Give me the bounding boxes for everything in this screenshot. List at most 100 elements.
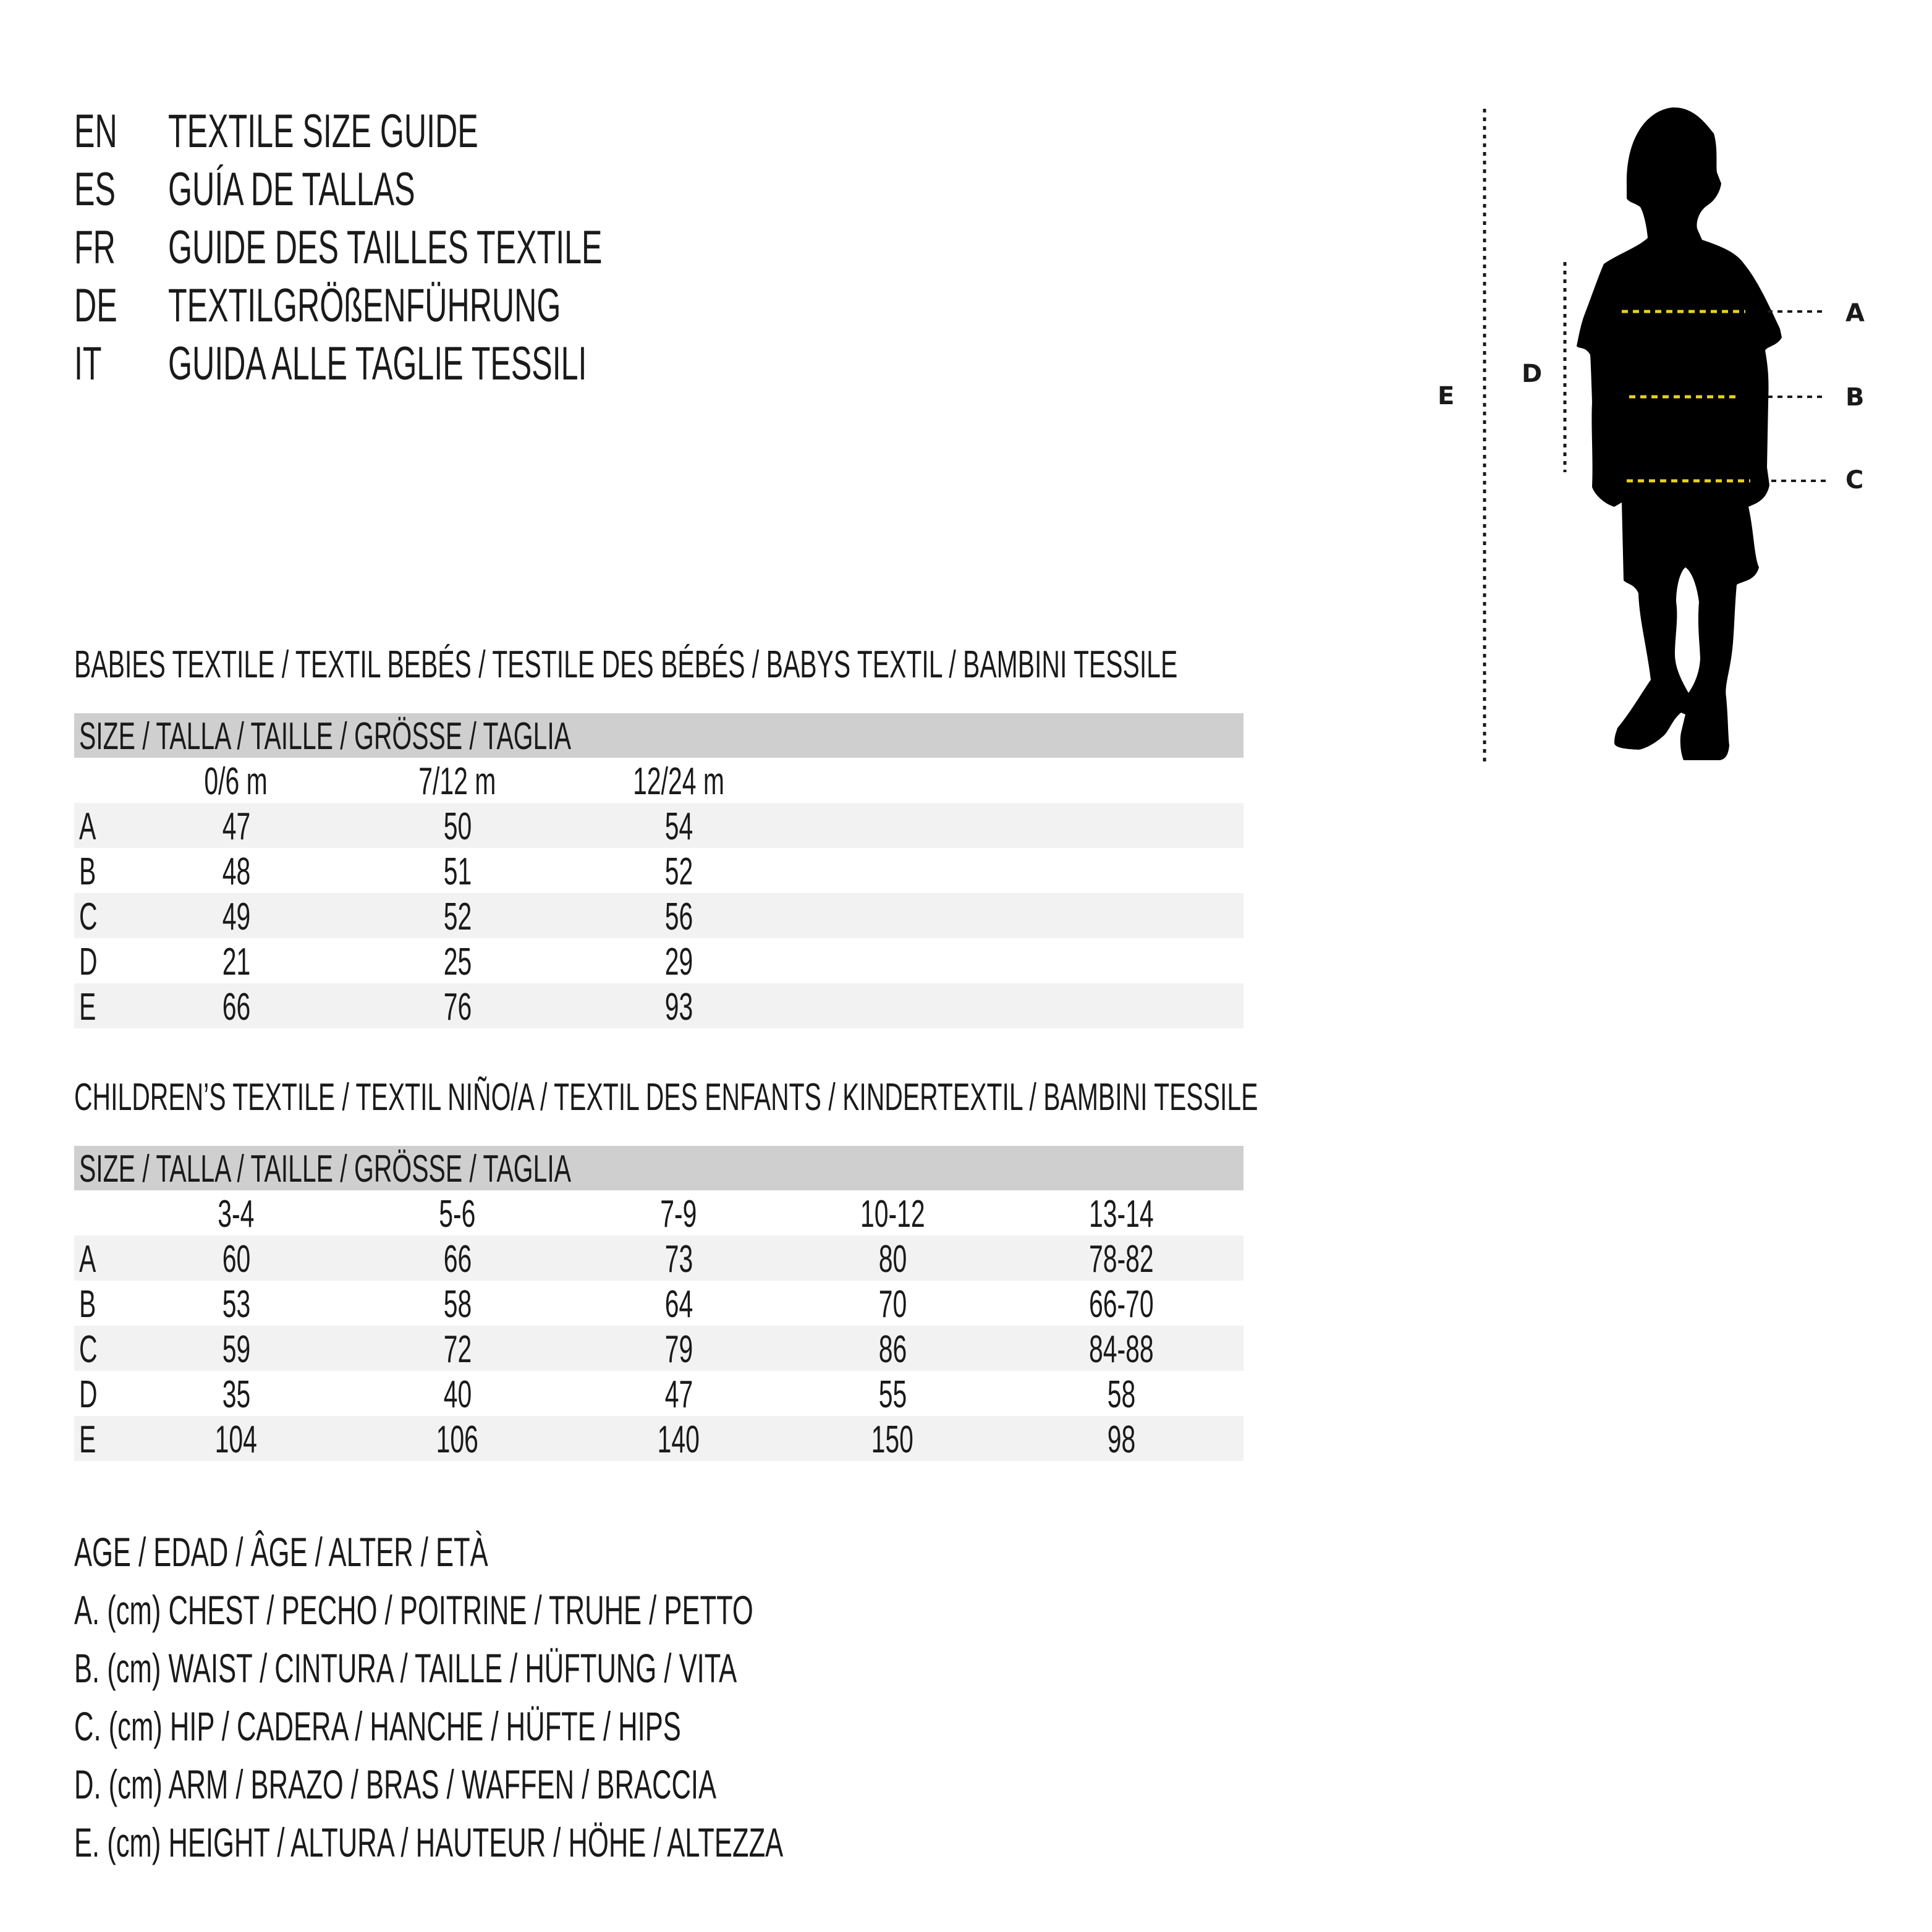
table-cell: 56 [586,893,771,941]
language-code: FR [74,219,137,277]
size-column-header: 10-12 [800,1190,985,1239]
table-cell: 79 [586,1326,771,1374]
table-cell: 64 [586,1281,771,1329]
row-label-text: B [79,1283,96,1326]
size-column-text: 12/24 m [633,760,724,803]
legend-text: A. (cm) CHEST / PECHO / POITRINE / TRUHE… [74,1587,753,1633]
table-cell-value: 35 [222,1373,250,1416]
legend-line: A. (cm) CHEST / PECHO / POITRINE / TRUHE… [74,1581,1148,1639]
child-silhouette-icon [1577,107,1782,760]
language-code-text: DE [74,279,117,332]
language-code-text: ES [74,163,116,216]
table-cell: 21 [143,938,329,986]
language-code-text: IT [74,337,102,390]
language-code-text: EN [74,105,117,158]
babies-heading-text: BABIES TEXTILE / TEXTIL BEBÉS / TESTILE … [74,643,1178,686]
table-cell-value: 50 [443,805,472,848]
table-cell: 48 [143,848,329,896]
table-row: D 21 25 29 [74,938,1244,983]
size-column-header: 13-14 [1028,1190,1214,1239]
table-cell: 98 [1028,1416,1214,1464]
row-label-text: B [79,850,96,893]
table-row: C 49 52 56 [74,893,1244,938]
table-row: A 60 66 73 80 78-82 [74,1235,1244,1281]
table-cell-value: 58 [1107,1373,1135,1416]
table-row: B 48 51 52 [74,848,1244,893]
label-b: B [1845,383,1865,412]
table-cell: 29 [586,938,771,986]
table-cell: 93 [586,983,771,1032]
row-label-text: C [79,896,98,938]
table-cell: 78-82 [1028,1235,1214,1284]
table-cell-value: 70 [878,1283,907,1326]
row-label-text: D [79,941,98,983]
row-label-text: A [79,1238,96,1281]
table-cell: 47 [586,1371,771,1419]
table-cell-value: 52 [664,850,693,893]
table-cell: 66 [143,983,329,1032]
size-column-text: 3-4 [218,1193,255,1235]
babies-table: SIZE / TALLA / TAILLE / GRÖSSE / TAGLIA 0… [74,713,1244,1028]
table-cell-value: 104 [214,1418,258,1461]
table-cell-value: 29 [664,941,693,983]
size-column-header: 0/6 m [143,758,329,806]
size-header-label: SIZE / TALLA / TAILLE / GRÖSSE / TAGLIA [79,1148,571,1190]
size-header-bar: SIZE / TALLA / TAILLE / GRÖSSE / TAGLIA [74,1146,1244,1190]
table-cell: 50 [365,803,550,851]
table-cell-value: 47 [222,805,250,848]
table-cell-value: 66 [222,986,250,1028]
table-cell: 80 [800,1235,985,1284]
row-label: E [79,983,104,1032]
title-text-value: TEXTILGRÖßENFÜHRUNG [168,279,561,332]
size-header-label: SIZE / TALLA / TAILLE / GRÖSSE / TAGLIA [79,715,571,758]
table-cell-value: 47 [664,1373,693,1416]
row-label: D [79,1371,107,1419]
table-cell-value: 78-82 [1088,1238,1154,1281]
table-cell-value: 66 [443,1238,472,1281]
table-cell: 150 [800,1416,985,1464]
legend-line: B. (cm) WAIST / CINTURA / TAILLE / HÜFTU… [74,1639,1148,1697]
legend-line: E. (cm) HEIGHT / ALTURA / HAUTEUR / HÖHE… [74,1813,1148,1871]
table-cell: 35 [143,1371,329,1419]
title-text-value: GUIDA ALLE TAGLIE TESSILI [168,337,587,390]
row-label: E [79,1416,104,1464]
row-label: B [79,848,104,896]
babies-heading: BABIES TEXTILE / TEXTIL BEBÉS / TESTILE … [74,643,1746,687]
table-cell: 58 [1028,1371,1214,1419]
legend-line: D. (cm) ARM / BRAZO / BRAS / WAFFEN / BR… [74,1755,1148,1813]
legend-text: D. (cm) ARM / BRAZO / BRAS / WAFFEN / BR… [74,1761,717,1807]
row-label-text: D [79,1373,98,1416]
table-cell: 54 [586,803,771,851]
size-column-text: 10-12 [860,1193,925,1235]
table-cell-value: 51 [443,850,472,893]
table-cell-value: 93 [664,986,693,1028]
legend-line: AGE / EDAD / ÂGE / ALTER / ETÀ [74,1523,1148,1581]
label-c: C [1845,466,1863,494]
table-cell: 51 [365,848,550,896]
title-text: TEXTILE SIZE GUIDE [168,103,638,161]
size-column-header: 7/12 m [365,758,550,806]
table-cell-value: 59 [222,1328,250,1371]
table-cell: 52 [586,848,771,896]
row-label-text: C [79,1328,98,1371]
language-code: EN [74,103,140,161]
table-cell-value: 76 [443,986,472,1028]
table-cell-value: 49 [222,896,250,938]
table-cell-value: 98 [1107,1418,1135,1461]
table-cell: 47 [143,803,329,851]
table-row: E 66 76 93 [74,983,1244,1028]
table-cell: 106 [365,1416,550,1464]
title-text: GUIDA ALLE TAGLIE TESSILI [168,335,802,393]
table-cell-value: 73 [664,1238,693,1281]
table-cell: 76 [365,983,550,1032]
table-cell-value: 56 [664,896,693,938]
size-column-text: 13-14 [1088,1193,1154,1235]
size-column-header: 7-9 [586,1190,771,1239]
table-cell: 66-70 [1028,1281,1214,1329]
size-column-text: 7-9 [660,1193,697,1235]
table-row: D 35 40 47 55 58 [74,1371,1244,1416]
table-cell-value: 150 [871,1418,914,1461]
table-cell-value: 54 [664,805,693,848]
table-cell-value: 64 [664,1283,693,1326]
table-cell-value: 86 [878,1328,907,1371]
